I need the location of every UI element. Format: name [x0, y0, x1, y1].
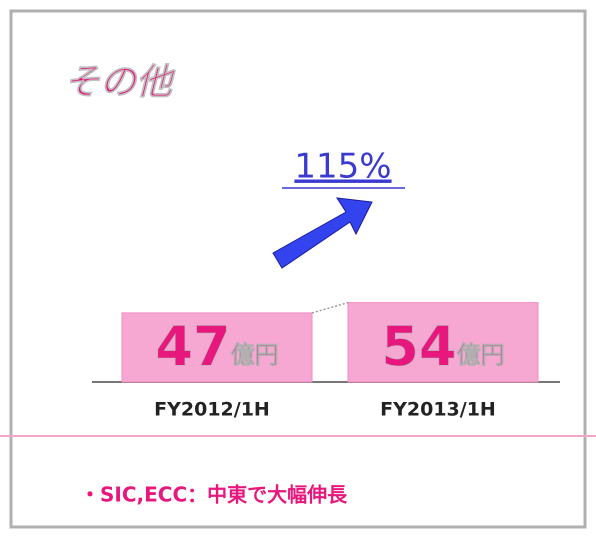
growth-label: 115% — [294, 147, 391, 187]
value-label: 54億円 — [381, 315, 504, 378]
x-tick-label: FY2012/1H — [154, 399, 270, 421]
bar — [121, 312, 313, 383]
value-unit: 億円 — [457, 341, 505, 369]
x-tick-label: FY2013/1H — [380, 399, 496, 421]
frame — [9, 9, 587, 529]
value-number: 47 — [155, 315, 230, 378]
value-label: 47億円 — [155, 315, 278, 378]
note: ・SIC,ECC：中東で大幅伸長 — [80, 483, 348, 507]
growth-arrow — [272, 197, 373, 269]
value-unit: 億円 — [231, 341, 279, 369]
value-number: 54 — [381, 315, 456, 378]
bar — [347, 302, 539, 383]
chart-title: その他 — [64, 62, 176, 103]
